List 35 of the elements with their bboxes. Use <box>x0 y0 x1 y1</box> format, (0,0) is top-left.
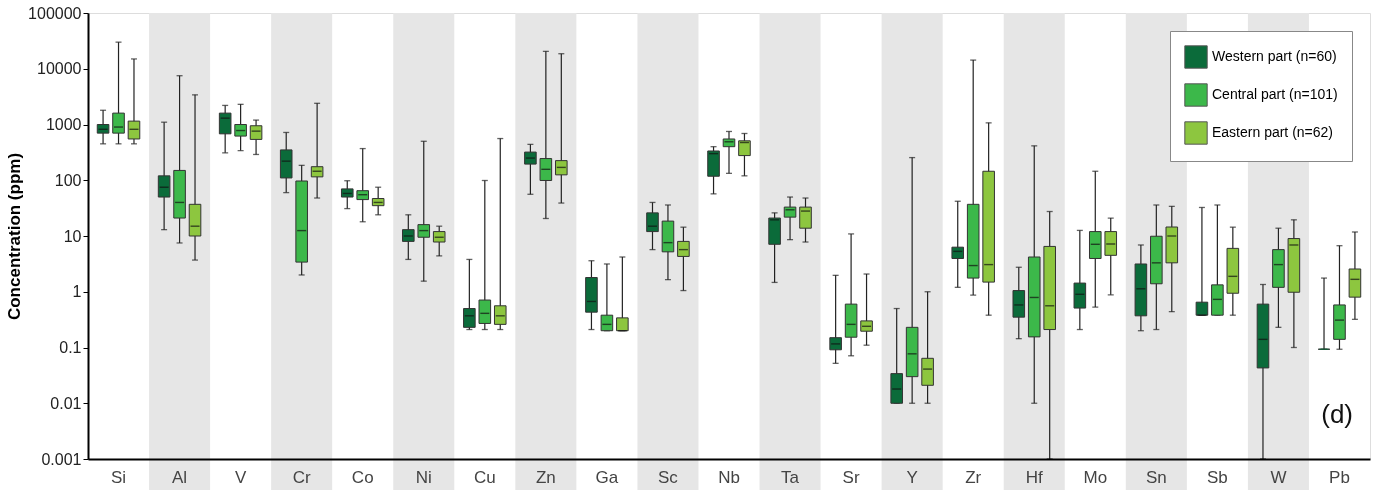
y-tick-label: 0.01 <box>50 394 82 412</box>
x-tick-label: Ga <box>595 467 619 487</box>
x-tick-label: Y <box>906 467 918 487</box>
x-tick-label: Sn <box>1145 467 1167 487</box>
x-tick-label: Zr <box>965 467 982 487</box>
x-tick-label: Ni <box>415 467 432 487</box>
x-tick-label: Zn <box>535 467 556 487</box>
y-axis-title: Concentration (ppm) <box>5 152 25 321</box>
legend-label: Western part (n=60) <box>1212 48 1337 64</box>
x-tick-label: Sc <box>658 467 679 487</box>
x-tick-label: Co <box>351 467 374 487</box>
x-tick-label: Sr <box>842 467 860 487</box>
x-tick-label: Pb <box>1329 467 1350 487</box>
y-tick-label: 0.001 <box>41 450 82 468</box>
x-tick-label: Sb <box>1206 467 1228 487</box>
x-tick-label: Nb <box>718 467 740 487</box>
x-tick-label: Al <box>172 467 188 487</box>
y-tick-label: 0.1 <box>59 339 82 356</box>
x-tick-label: Cr <box>292 467 311 487</box>
x-tick-label: Ta <box>781 467 800 487</box>
x-tick-label: V <box>234 467 247 487</box>
x-tick-label: Si <box>110 467 127 487</box>
y-tick-label: 10 <box>63 227 82 245</box>
y-tick-label: 1 <box>72 283 82 301</box>
legend-label: Central part (n=101) <box>1212 86 1338 102</box>
y-tick-label: 100 <box>54 171 82 189</box>
y-tick-label: 100000 <box>28 4 82 22</box>
x-tick-label: W <box>1270 467 1287 487</box>
x-tick-label: Hf <box>1025 467 1044 487</box>
annotation: (d) <box>1321 399 1353 429</box>
x-tick-label: Cu <box>473 467 496 487</box>
y-tick-label: 1000 <box>45 116 82 133</box>
x-tick-label: Mo <box>1083 467 1108 487</box>
y-tick-label: 10000 <box>37 60 82 78</box>
legend-label: Eastern part (n=62) <box>1212 124 1334 140</box>
